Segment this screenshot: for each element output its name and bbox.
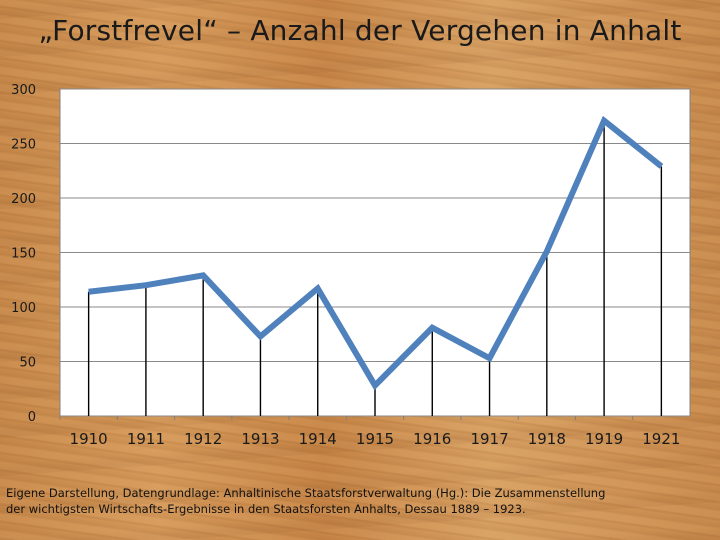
x-tick-label: 1915 xyxy=(356,430,394,448)
y-tick-label: 150 xyxy=(11,247,36,262)
y-tick-label: 250 xyxy=(11,138,36,153)
data-point xyxy=(317,287,319,289)
slide-title: „Forstfrevel“ – Anzahl der Vergehen in A… xyxy=(38,14,682,47)
x-tick-label: 1910 xyxy=(70,430,108,448)
y-tick-label: 100 xyxy=(11,301,36,316)
y-tick-label: 300 xyxy=(11,83,36,98)
x-tick-label: 1912 xyxy=(184,430,222,448)
x-tick-label: 1919 xyxy=(585,430,623,448)
chart-area: 0 50 100 150 200 250 300 1910 1911 1912 1913 1914 1… xyxy=(0,80,720,460)
source-line-2: der wichtigsten Wirtschafts-Ergebnisse i… xyxy=(6,502,526,516)
data-point xyxy=(546,250,548,252)
data-point xyxy=(431,327,433,329)
y-tick-label: 0 xyxy=(28,410,36,425)
y-axis: 0 50 100 150 200 250 300 xyxy=(11,83,36,425)
data-point xyxy=(259,335,261,337)
x-tick-label: 1917 xyxy=(470,430,508,448)
x-tick-label: 1918 xyxy=(528,430,566,448)
x-tick-label: 1916 xyxy=(413,430,451,448)
x-tick-label: 1913 xyxy=(241,430,279,448)
x-tick-label: 1914 xyxy=(299,430,337,448)
x-tick-label: 1911 xyxy=(127,430,165,448)
data-point xyxy=(202,274,204,276)
data-point xyxy=(145,284,147,286)
source-note: Eigene Darstellung, Datengrundlage: Anha… xyxy=(6,485,712,517)
y-tick-label: 50 xyxy=(19,356,36,371)
drop-lines xyxy=(87,120,663,416)
x-axis: 1910 1911 1912 1913 1914 1915 1916 1917 1918 1919… xyxy=(59,416,680,448)
data-point xyxy=(374,384,376,386)
data-point xyxy=(603,120,605,122)
series-layer xyxy=(88,115,664,391)
data-point xyxy=(660,165,662,167)
gridlines xyxy=(60,88,690,417)
data-point xyxy=(88,291,90,293)
x-tick-label: 1921 xyxy=(642,430,680,448)
data-point xyxy=(489,357,491,359)
source-line-1: Eigene Darstellung, Datengrundlage: Anha… xyxy=(6,486,606,500)
y-tick-label: 200 xyxy=(11,192,36,207)
